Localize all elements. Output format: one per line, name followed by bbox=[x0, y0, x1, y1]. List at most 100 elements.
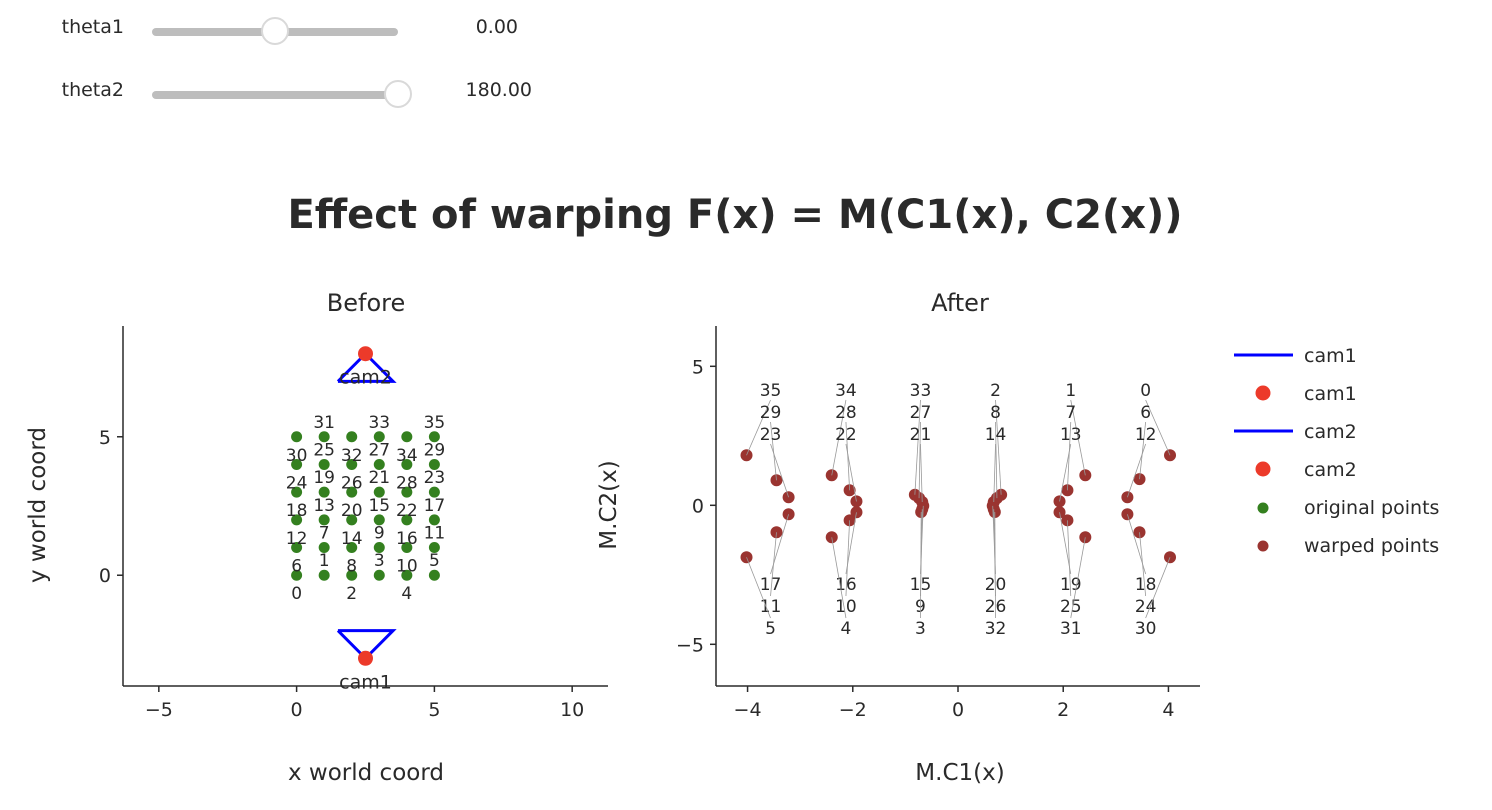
original-point-label: 15 bbox=[368, 496, 390, 516]
x-axis-title-before: x world coord bbox=[288, 760, 444, 786]
legend-marker-icon bbox=[1257, 540, 1269, 552]
original-point bbox=[291, 569, 303, 581]
warped-point-label: 34 bbox=[835, 381, 857, 401]
before-x-tick-label: 10 bbox=[560, 699, 584, 721]
subplot-title-before: Before bbox=[327, 289, 405, 317]
original-point-label: 24 bbox=[286, 473, 308, 493]
warped-point-leader-line bbox=[1059, 443, 1072, 502]
warped-point-leader-line bbox=[770, 443, 789, 498]
warped-point-leader-line bbox=[845, 520, 851, 597]
before-x-tick-label: 5 bbox=[428, 699, 440, 721]
original-point bbox=[428, 542, 440, 554]
warped-point-leader-line bbox=[1145, 399, 1171, 456]
original-point-label: 28 bbox=[396, 473, 418, 493]
after-y-tick-label: 0 bbox=[692, 495, 704, 517]
warped-point-leader-line bbox=[1070, 537, 1086, 619]
original-point bbox=[401, 569, 413, 581]
legend-label: cam1 bbox=[1304, 383, 1357, 405]
warped-point-label: 17 bbox=[760, 575, 782, 595]
cam2-frustum-line bbox=[336, 351, 397, 383]
slider-track[interactable] bbox=[152, 80, 412, 108]
warped-point-label: 22 bbox=[835, 425, 857, 445]
original-point-label: 32 bbox=[341, 446, 363, 466]
original-point-label: 11 bbox=[424, 524, 446, 544]
legend-item[interactable]: cam2 bbox=[1234, 421, 1357, 443]
original-point-label: 8 bbox=[346, 557, 357, 577]
original-point bbox=[318, 569, 330, 581]
warped-point-leader-line bbox=[995, 421, 998, 499]
original-point-label: 21 bbox=[368, 468, 390, 488]
before-y-tick-label: 0 bbox=[99, 565, 111, 587]
original-point bbox=[373, 486, 385, 498]
warped-point-leader-line bbox=[1067, 520, 1072, 597]
warped-point-label: 3 bbox=[915, 619, 926, 639]
slider-label: theta2 bbox=[61, 79, 124, 101]
after-x-tick-label: 2 bbox=[1057, 699, 1069, 721]
original-point-label: 3 bbox=[374, 551, 385, 571]
original-point-label: 6 bbox=[291, 557, 302, 577]
warped-point-label: 31 bbox=[1060, 619, 1082, 639]
original-point-label: 29 bbox=[424, 440, 446, 460]
slider-track[interactable] bbox=[152, 17, 398, 45]
warped-point-leader-line bbox=[831, 537, 847, 619]
slider-thumb[interactable] bbox=[384, 80, 412, 108]
warped-point-label: 4 bbox=[841, 619, 852, 639]
legend-label: cam2 bbox=[1304, 459, 1357, 481]
after-x-tick-label: 0 bbox=[952, 699, 964, 721]
warped-point bbox=[915, 505, 928, 518]
warped-point-label: 23 bbox=[760, 425, 782, 445]
warped-point-leader-line bbox=[1070, 399, 1086, 476]
slider-thumb[interactable] bbox=[261, 17, 289, 45]
y-axis-title-after: M.C2(x) bbox=[596, 460, 622, 549]
original-point bbox=[401, 458, 413, 470]
cam2-marker bbox=[358, 346, 373, 362]
warped-point-label: 24 bbox=[1135, 597, 1157, 617]
original-point-label: 34 bbox=[396, 446, 418, 466]
before-x-tick-label: 0 bbox=[291, 699, 303, 721]
warped-point-label: 14 bbox=[985, 425, 1007, 445]
original-point-label: 13 bbox=[313, 496, 335, 516]
original-point bbox=[401, 431, 413, 443]
original-point-label: 12 bbox=[286, 529, 308, 549]
warped-point-leader-line bbox=[1067, 421, 1072, 491]
original-point bbox=[373, 542, 385, 554]
warped-point-leader-line bbox=[831, 399, 847, 476]
legend-item[interactable]: warped points bbox=[1257, 535, 1440, 557]
warped-point-leader-line bbox=[1127, 443, 1147, 498]
original-point-label: 31 bbox=[313, 413, 335, 433]
original-point-label: 30 bbox=[286, 446, 308, 466]
slider-value: 180.00 bbox=[465, 79, 532, 101]
warped-point-label: 0 bbox=[1140, 381, 1151, 401]
original-point-label: 17 bbox=[424, 496, 446, 516]
y-axis-title-before: y world coord bbox=[25, 427, 51, 583]
original-point bbox=[291, 486, 303, 498]
warped-point-leader-line bbox=[918, 421, 921, 499]
warped-point-leader-line bbox=[994, 511, 996, 619]
warped-point-label: 30 bbox=[1135, 619, 1157, 639]
warped-point-leader-line bbox=[845, 443, 857, 502]
original-point bbox=[401, 514, 413, 526]
legend-item[interactable]: cam1 bbox=[1234, 345, 1357, 367]
warped-point-label: 27 bbox=[910, 403, 932, 423]
original-point-label: 9 bbox=[374, 524, 385, 544]
original-point-label: 14 bbox=[341, 529, 363, 549]
original-point-label: 19 bbox=[313, 468, 335, 488]
warped-point-label: 33 bbox=[910, 381, 932, 401]
legend-item[interactable]: cam1 bbox=[1255, 383, 1357, 405]
warped-point-label: 11 bbox=[760, 597, 782, 617]
cam1-frustum-line bbox=[336, 629, 397, 661]
subplot-title-after: After bbox=[931, 289, 989, 317]
legend-item[interactable]: cam2 bbox=[1255, 459, 1357, 481]
original-point bbox=[318, 431, 330, 443]
original-point-label: 5 bbox=[429, 551, 440, 571]
original-point-label: 33 bbox=[368, 413, 390, 433]
warped-point-label: 29 bbox=[760, 403, 782, 423]
original-point bbox=[428, 431, 440, 443]
before-x-tick-label: −5 bbox=[145, 699, 173, 721]
warped-point-label: 25 bbox=[1060, 597, 1082, 617]
original-point bbox=[401, 486, 413, 498]
original-point-label: 18 bbox=[286, 501, 308, 521]
legend-item[interactable]: original points bbox=[1257, 497, 1440, 519]
warped-point-leader-line bbox=[1059, 512, 1072, 575]
